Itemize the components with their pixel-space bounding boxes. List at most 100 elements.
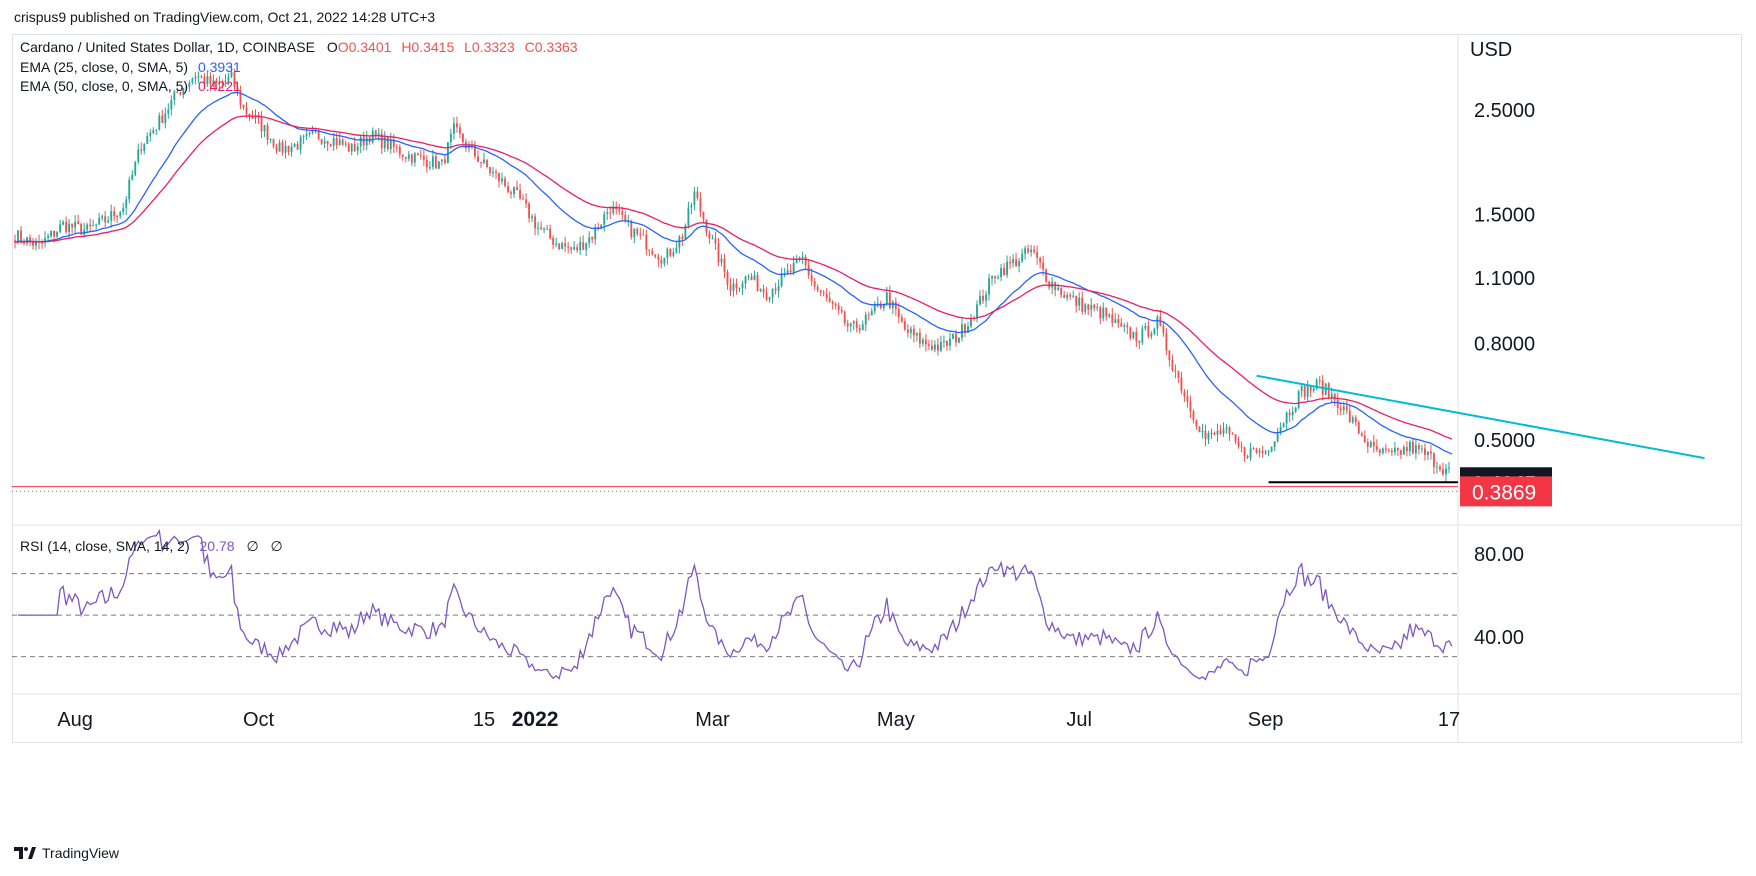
candle-body: [341, 139, 344, 145]
candle: [702, 211, 705, 224]
candle: [1126, 321, 1129, 334]
candle-body: [663, 257, 666, 264]
candle-body: [266, 125, 269, 140]
candle-body: [486, 159, 488, 168]
candle-body: [988, 278, 990, 295]
candle-body: [1174, 370, 1177, 372]
candle-body: [353, 143, 356, 151]
candle: [182, 87, 185, 99]
candle: [946, 340, 948, 351]
candle-body: [1195, 420, 1198, 427]
candle: [1433, 452, 1435, 475]
candle: [137, 143, 140, 165]
candle-body: [1291, 411, 1294, 416]
legend-low: L0.3323: [464, 39, 515, 55]
candle: [979, 290, 981, 306]
candle: [864, 311, 867, 332]
candle-body: [350, 143, 353, 152]
candle: [888, 285, 891, 310]
candle: [636, 227, 639, 237]
candle-body: [1045, 269, 1048, 282]
candle: [1445, 464, 1447, 482]
candle-body: [852, 321, 855, 324]
candle: [828, 291, 831, 303]
candle: [407, 150, 410, 162]
candle: [1144, 322, 1147, 331]
candle: [380, 128, 383, 155]
candle: [1054, 281, 1057, 297]
candle: [651, 247, 654, 256]
candle-body: [284, 145, 287, 153]
candle-body: [687, 207, 690, 226]
candle: [1381, 447, 1384, 455]
publisher-credit: crispus9 published on TradingView.com, O…: [14, 9, 436, 25]
candle-body: [302, 135, 305, 137]
footer-brand[interactable]: TradingView: [14, 845, 119, 861]
candle: [1009, 256, 1012, 269]
candle: [1021, 248, 1024, 264]
candle-body: [1288, 412, 1291, 416]
candle-body: [1177, 371, 1180, 378]
candle: [32, 237, 34, 250]
candle: [1448, 461, 1450, 474]
candle: [1108, 312, 1111, 319]
candle: [296, 141, 299, 151]
axis-layer[interactable]: 2.50001.50001.10000.80000.5000USD0.40450…: [57, 39, 1552, 731]
candle: [870, 307, 873, 316]
candle: [113, 206, 116, 222]
candle-body: [1108, 314, 1111, 317]
candle: [1207, 430, 1210, 444]
candle: [122, 202, 125, 216]
candle-body: [618, 209, 621, 212]
candle-body: [762, 288, 765, 293]
candle: [104, 210, 107, 228]
candle-body: [74, 221, 77, 228]
candle: [630, 219, 633, 240]
annotation-layer[interactable]: [1256, 374, 1705, 484]
candle-body: [305, 134, 308, 136]
candle: [1399, 449, 1402, 460]
candle: [1225, 424, 1228, 434]
candle-body: [419, 155, 422, 157]
candle: [483, 152, 485, 165]
candle-body: [825, 293, 828, 298]
candle: [1423, 443, 1426, 461]
candle-body: [437, 161, 440, 169]
candle-body: [759, 288, 762, 291]
candle-body: [1318, 380, 1321, 382]
candle-body: [1099, 307, 1102, 319]
footer-brand-text: TradingView: [42, 845, 120, 861]
candle: [852, 320, 855, 331]
candle: [501, 172, 503, 185]
candle: [861, 320, 864, 331]
chart-frame[interactable]: 2.50001.50001.10000.80000.5000USD0.40450…: [12, 34, 1742, 834]
candle: [903, 317, 906, 332]
candle: [1099, 305, 1102, 325]
candle-body: [215, 80, 218, 83]
candle-body: [443, 159, 446, 164]
candle-body: [1427, 451, 1429, 455]
candle-body: [492, 171, 494, 173]
candle-body: [1129, 327, 1132, 339]
candle: [293, 143, 296, 148]
candle: [1171, 354, 1174, 373]
candle-body: [200, 76, 203, 78]
candle-body: [176, 91, 179, 93]
candle-body: [95, 224, 98, 226]
candle-body: [633, 228, 636, 238]
candle: [1279, 422, 1282, 436]
candle-body: [564, 243, 567, 247]
chart-canvas[interactable]: 2.50001.50001.10000.80000.5000USD0.40450…: [12, 34, 1742, 834]
candle-body: [182, 88, 185, 95]
candle: [215, 77, 218, 90]
candle: [1156, 314, 1159, 336]
candle: [1138, 340, 1141, 350]
candle-body: [1087, 304, 1090, 310]
candle-body: [537, 227, 540, 229]
candle: [639, 227, 642, 240]
price-tick-label: 1.5000: [1474, 205, 1535, 227]
candle: [1411, 438, 1414, 455]
candle-body: [603, 213, 606, 225]
candle-body: [621, 211, 624, 215]
candle-body: [449, 133, 452, 143]
